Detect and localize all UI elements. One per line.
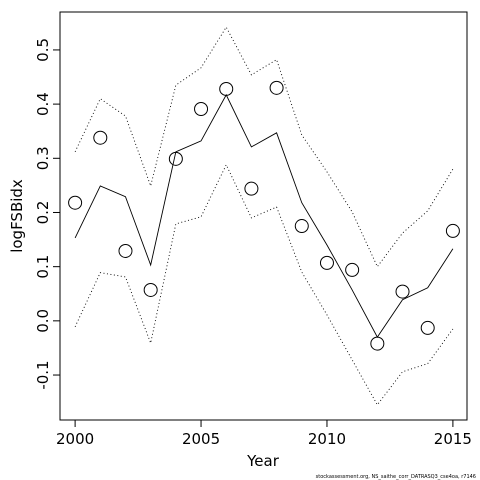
fit-line xyxy=(74,93,454,338)
data-point xyxy=(194,101,209,116)
data-point xyxy=(68,195,83,210)
data-point xyxy=(370,336,385,351)
data-point xyxy=(244,181,259,196)
data-point xyxy=(269,80,284,95)
y-tick-label: 0.0 xyxy=(34,309,52,333)
data-point xyxy=(345,262,360,277)
x-axis-label: Year xyxy=(246,452,280,470)
y-tick-label: 0.5 xyxy=(34,38,52,62)
confidence-line xyxy=(74,163,454,406)
x-tick-label: 2000 xyxy=(56,430,94,448)
data-point xyxy=(395,284,410,299)
data-point xyxy=(93,130,108,145)
data-point xyxy=(294,219,309,234)
footnote: stockassessment.org, NS_saithe_corr_DATR… xyxy=(316,474,476,480)
data-point xyxy=(445,223,460,238)
data-point xyxy=(118,243,133,258)
x-tick-label: 2010 xyxy=(308,430,346,448)
y-tick-label: -0.1 xyxy=(34,360,52,389)
data-point xyxy=(319,255,334,270)
plot-frame xyxy=(59,11,468,421)
data-point xyxy=(143,282,158,297)
data-point xyxy=(168,151,183,166)
y-tick-label: 0.3 xyxy=(34,146,52,170)
data-point xyxy=(420,320,435,335)
x-tick-label: 2005 xyxy=(182,430,220,448)
x-tick-label: 2015 xyxy=(434,430,472,448)
y-tick-label: 0.4 xyxy=(34,92,52,116)
data-point xyxy=(219,81,234,96)
y-axis-label: logFSBidx xyxy=(8,179,26,253)
y-tick-label: 0.1 xyxy=(34,255,52,279)
y-tick-label: 0.2 xyxy=(34,201,52,225)
confidence-line xyxy=(74,26,454,268)
